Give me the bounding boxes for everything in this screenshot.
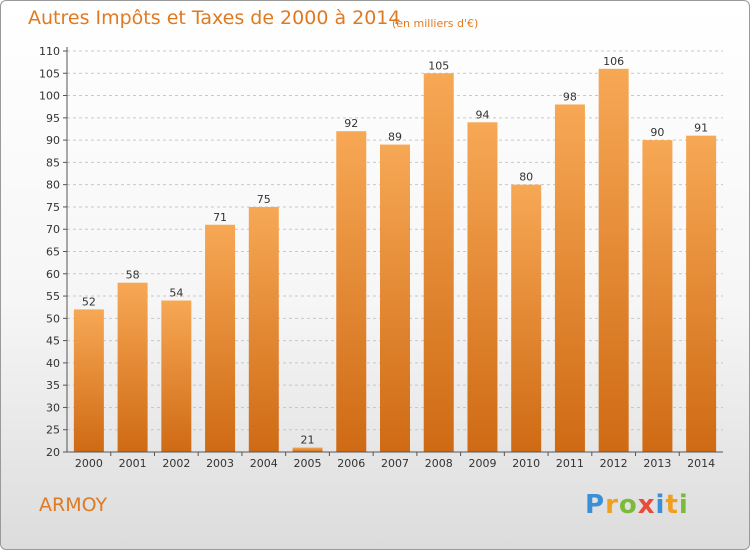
- bar: [292, 447, 323, 452]
- commune-name: ARMOY: [39, 494, 108, 516]
- bar: [73, 309, 104, 452]
- x-tick-label: 2013: [643, 457, 671, 470]
- y-tick-label: 105: [39, 67, 60, 80]
- bar-value-label: 75: [257, 193, 271, 206]
- y-tick-label: 20: [46, 446, 60, 459]
- bar: [205, 224, 236, 452]
- y-tick-label: 65: [46, 246, 60, 259]
- bar-value-label: 52: [82, 295, 96, 308]
- bar: [467, 122, 498, 453]
- x-tick-label: 2009: [468, 457, 496, 470]
- bar: [423, 73, 454, 453]
- logo-letter: r: [605, 490, 619, 520]
- x-tick-label: 2000: [75, 457, 103, 470]
- logo-letter: i: [655, 490, 666, 520]
- y-tick-label: 90: [46, 134, 60, 147]
- bar-value-label: 54: [169, 287, 183, 300]
- bar: [598, 68, 629, 453]
- bar-value-label: 98: [563, 90, 577, 103]
- y-tick-label: 95: [46, 112, 60, 125]
- bar: [642, 140, 673, 452]
- bar-value-label: 89: [388, 131, 402, 144]
- x-tick-label: 2006: [337, 457, 365, 470]
- x-tick-label: 2014: [687, 457, 715, 470]
- x-tick-label: 2011: [556, 457, 584, 470]
- x-tick-label: 2001: [119, 457, 147, 470]
- y-tick-label: 60: [46, 268, 60, 281]
- bars: 52 58 54 71 75 21 92 89 105 94 80 98 106 90 91: [73, 55, 717, 453]
- bar-value-label: 90: [650, 126, 664, 139]
- logo-letter: i: [678, 490, 689, 520]
- y-tick-label: 35: [46, 379, 60, 392]
- bar: [248, 206, 279, 452]
- bar: [380, 144, 410, 453]
- bar-value-label: 71: [213, 211, 227, 224]
- y-tick-label: 40: [46, 357, 60, 370]
- bar: [336, 131, 367, 452]
- x-tick-label: 2010: [512, 457, 540, 470]
- bar: [686, 135, 717, 452]
- y-tick-label: 55: [46, 290, 60, 303]
- bar-value-label: 105: [428, 59, 449, 72]
- y-tick-label: 100: [39, 90, 60, 103]
- logo-letter: x: [637, 490, 656, 520]
- bar: [117, 282, 148, 452]
- bar-value-label: 106: [603, 55, 624, 68]
- y-tick-label: 75: [46, 201, 60, 214]
- bar-value-label: 92: [344, 117, 358, 130]
- logo-letter: P: [585, 490, 606, 520]
- bar-value-label: 94: [475, 108, 489, 121]
- x-tick-label: 2005: [294, 457, 322, 470]
- y-tick-label: 70: [46, 223, 60, 236]
- bar-value-label: 91: [694, 122, 708, 135]
- y-tick-label: 110: [39, 45, 60, 58]
- x-tick-label: 2008: [425, 457, 453, 470]
- logo-letter: t: [665, 490, 679, 520]
- bar: [511, 184, 542, 452]
- chart-subtitle: (en milliers d'€): [392, 17, 479, 30]
- logo-letter: o: [618, 490, 638, 520]
- bar: [161, 300, 192, 452]
- y-tick-label: 85: [46, 156, 60, 169]
- chart-title: Autres Impôts et Taxes de 2000 à 2014: [28, 7, 401, 29]
- y-tick-label: 30: [46, 401, 60, 414]
- x-tick-label: 2007: [381, 457, 409, 470]
- x-tick-label: 2012: [600, 457, 628, 470]
- x-tick-label: 2003: [206, 457, 234, 470]
- y-tick-label: 80: [46, 179, 60, 192]
- y-tick-label: 25: [46, 424, 60, 437]
- bar-value-label: 80: [519, 171, 533, 184]
- y-tick-label: 50: [46, 312, 60, 325]
- y-tick-label: 45: [46, 335, 60, 348]
- proxiti-logo: Proxiti: [585, 490, 689, 520]
- x-tick-label: 2002: [162, 457, 190, 470]
- x-tick-label: 2004: [250, 457, 278, 470]
- bar-value-label: 21: [301, 434, 315, 447]
- axes: 20 25 30 35 40 45 50 55 60 65 70 75 80 85 90 95 100 105 11…: [39, 45, 723, 470]
- bar-value-label: 58: [126, 269, 140, 282]
- bar: [554, 104, 585, 452]
